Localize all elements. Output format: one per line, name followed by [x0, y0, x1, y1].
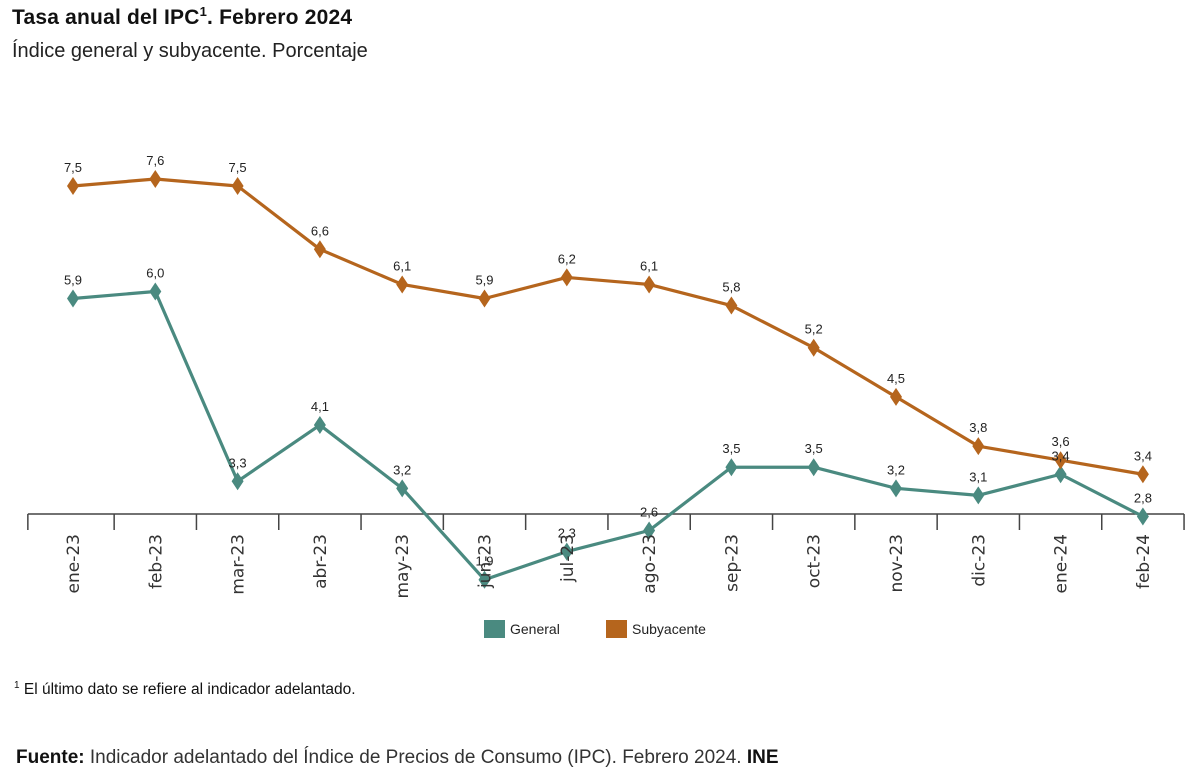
x-tick-label: nov-23	[887, 534, 907, 593]
data-label: 2,3	[558, 526, 576, 541]
data-point-marker	[149, 282, 162, 301]
series-line-general	[72, 289, 1144, 582]
data-point-marker	[396, 479, 409, 498]
data-point-marker	[725, 458, 738, 477]
data-label: 6,2	[558, 251, 576, 266]
data-label: 3,2	[393, 462, 411, 477]
series-markers	[67, 170, 1149, 589]
source-label: Fuente:	[16, 747, 85, 768]
legend-label: Subyacente	[632, 621, 706, 637]
data-label: 7,6	[146, 153, 164, 168]
data-label: 5,8	[722, 280, 740, 295]
data-point-marker	[313, 240, 326, 259]
data-label: 3,6	[1052, 434, 1070, 449]
x-tick-label: ago-23	[640, 534, 660, 594]
source-text: Indicador adelantado del Índice de Preci…	[84, 747, 747, 768]
line-chart: 5,9 6,0 3,3 4,1 3,2 1,9 2,3 2,6 3,5 3,5 3,2 3,1 3,4 2…	[27, 153, 1185, 638]
legend-swatch	[606, 620, 627, 638]
data-point-marker	[231, 472, 244, 491]
data-label: 3,4	[1134, 448, 1152, 463]
data-point-marker	[1054, 451, 1067, 470]
x-tick-labels: ene-23 feb-23 mar-23 abr-23 may-23 jun-23 jul-…	[64, 534, 1154, 599]
source-org: INE	[746, 747, 779, 768]
data-point-marker	[807, 458, 820, 477]
x-tick-label: abr-23	[311, 534, 331, 589]
x-tick-label: feb-23	[146, 534, 166, 589]
data-label: 7,5	[64, 160, 82, 175]
data-label: 4,5	[887, 371, 905, 386]
chart-subtitle: Índice general y subyacente. Porcentaje	[12, 40, 368, 62]
legend-label: General	[510, 621, 560, 637]
data-label: 2,8	[1134, 490, 1152, 505]
data-label: 3,8	[969, 420, 987, 435]
data-point-marker	[560, 268, 573, 287]
data-label: 3,3	[229, 455, 247, 470]
chart-title: Tasa anual del IPC1. Febrero 2024	[12, 4, 353, 30]
data-label: 3,5	[805, 441, 823, 456]
legend-swatch	[484, 620, 505, 638]
footnote: 1 El último dato se refiere al indicador…	[14, 679, 356, 699]
data-label: 5,2	[805, 322, 823, 337]
x-tick-label: feb-24	[1134, 534, 1154, 589]
series-line-subyacente	[72, 177, 1144, 476]
data-label: 5,9	[475, 273, 493, 288]
data-label: 2,6	[640, 505, 658, 520]
data-label: 1,9	[475, 554, 493, 569]
data-point-marker	[67, 177, 79, 196]
data-label: 4,1	[311, 399, 329, 414]
data-point-marker	[725, 296, 738, 315]
x-tick-label: mar-23	[229, 534, 249, 595]
data-label: 6,0	[146, 265, 164, 280]
footnote-text: El último dato se refiere al indicador a…	[19, 681, 356, 698]
series-lines	[72, 177, 1144, 582]
data-point-marker	[313, 416, 326, 435]
legend: General Subyacente	[484, 620, 706, 638]
chart-title-footnote-mark: 1	[199, 4, 208, 19]
data-point-marker	[560, 542, 573, 561]
x-tick-label: jul-23	[558, 534, 578, 583]
data-point-marker	[890, 479, 902, 498]
data-point-marker	[231, 177, 244, 196]
data-point-marker	[972, 486, 985, 505]
data-point-marker	[396, 275, 409, 294]
data-point-marker	[478, 570, 491, 589]
x-tick-label: may-23	[393, 534, 413, 599]
data-label: 6,6	[311, 223, 329, 238]
data-point-marker	[643, 521, 656, 540]
data-label: 3,2	[887, 462, 905, 477]
data-label: 3,4	[1052, 448, 1070, 463]
data-label: 3,1	[969, 469, 987, 484]
x-tick-label: dic-23	[969, 534, 989, 587]
data-point-marker	[478, 289, 491, 308]
data-label: 5,9	[64, 273, 82, 288]
x-axis	[27, 513, 1185, 530]
x-tick-label: sep-23	[722, 534, 742, 592]
x-tick-label: oct-23	[805, 534, 825, 588]
data-point-marker	[890, 387, 902, 406]
data-point-marker	[643, 275, 656, 294]
data-point-marker	[972, 437, 985, 456]
data-point-marker	[1136, 507, 1149, 526]
source-note: Fuente: Indicador adelantado del Índice …	[16, 747, 779, 769]
data-label: 3,5	[722, 441, 740, 456]
x-tick-label: jun-23	[476, 534, 496, 589]
chart-title-text: Tasa anual del IPC	[12, 6, 200, 29]
data-label: 7,5	[229, 160, 247, 175]
x-tick-label: ene-24	[1052, 534, 1072, 593]
data-point-marker	[807, 338, 820, 357]
chart-title-suffix: . Febrero 2024	[207, 6, 353, 29]
data-label: 6,1	[640, 258, 658, 273]
x-tick-label: ene-23	[64, 534, 84, 593]
data-labels: 5,9 6,0 3,3 4,1 3,2 1,9 2,3 2,6 3,5 3,5 3,2 3,1 3,4 2…	[64, 153, 1152, 569]
data-label: 6,1	[393, 258, 411, 273]
data-point-marker	[1054, 465, 1067, 484]
data-point-marker	[1136, 465, 1149, 484]
data-point-marker	[67, 289, 79, 308]
data-point-marker	[149, 170, 162, 188]
footnote-mark: 1	[14, 679, 20, 691]
